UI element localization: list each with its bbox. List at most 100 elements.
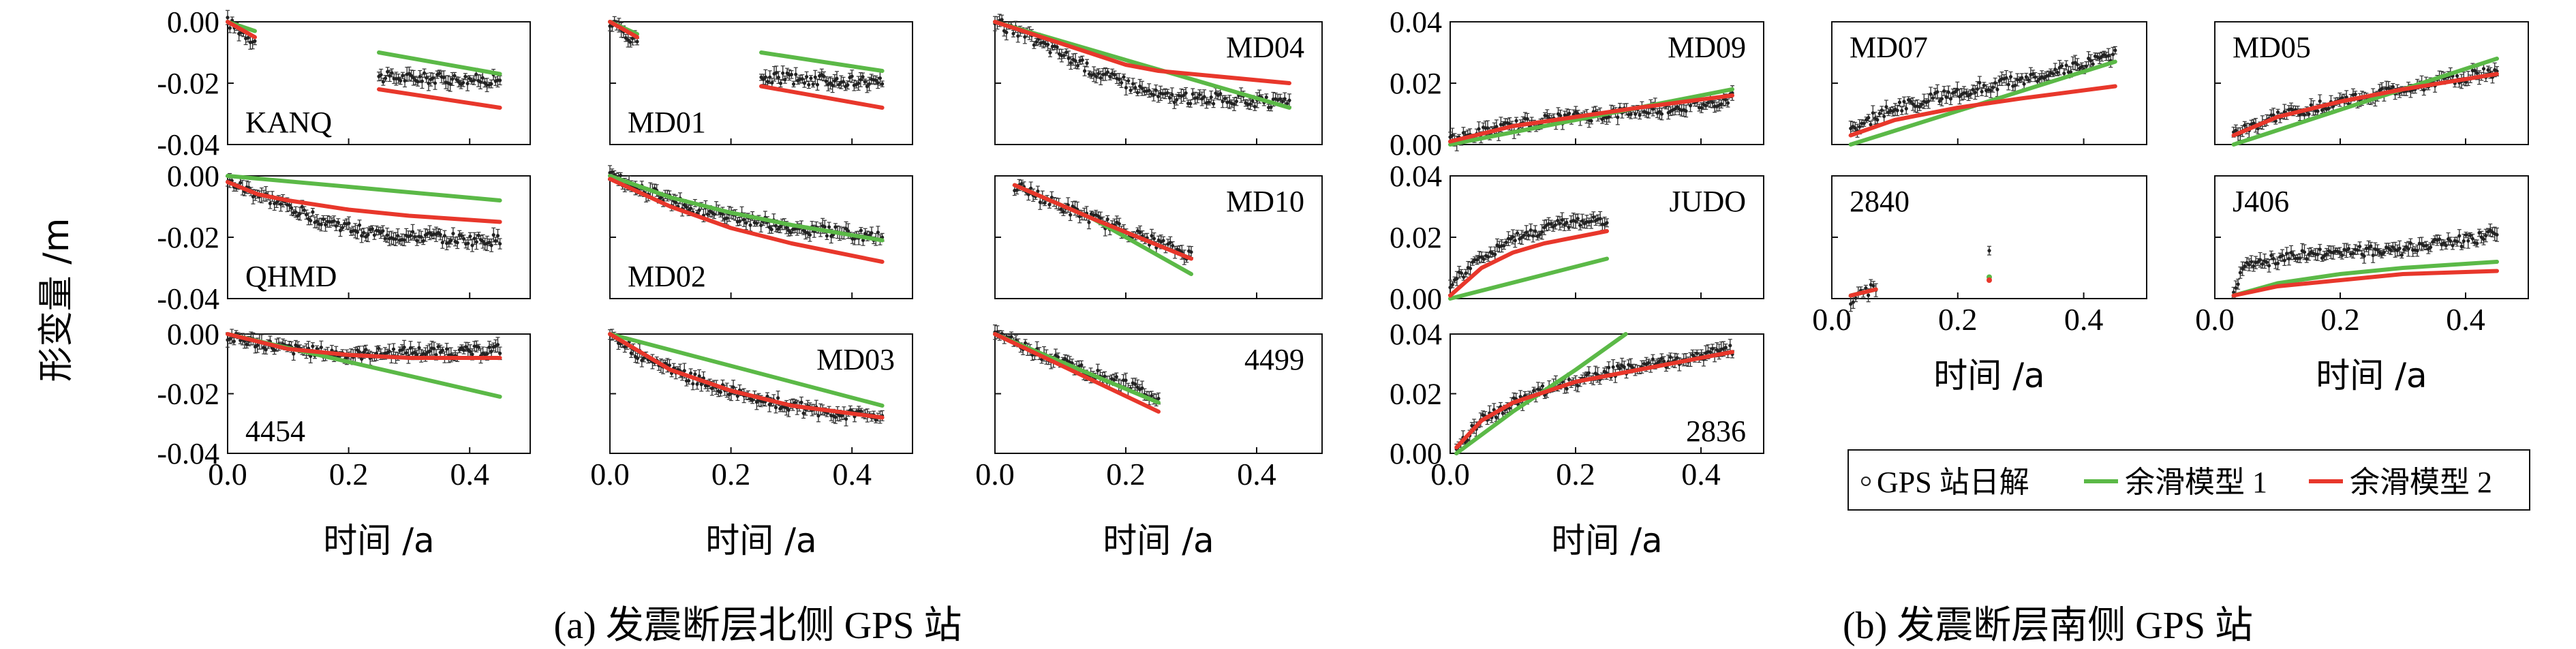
obs-point [781, 71, 785, 75]
obs-point [1069, 61, 1073, 65]
obs-point [1675, 105, 1679, 109]
obs-point [226, 16, 230, 20]
y-tick-label: 0.02 [1390, 378, 1442, 411]
obs-point [1574, 220, 1578, 224]
obs-point [296, 344, 300, 348]
obs-point [451, 231, 455, 236]
obs-point [1616, 115, 1620, 119]
obs-point [619, 173, 623, 178]
obs-point [1138, 230, 1142, 235]
obs-point [377, 346, 381, 350]
obs-point [1638, 113, 1642, 117]
x-tick-label: 0.4 [1237, 457, 1276, 492]
obs-point [784, 406, 788, 410]
obs-point [362, 350, 366, 354]
obs-point [1103, 72, 1107, 76]
y-tick-label: 0.00 [167, 160, 219, 193]
obs-point [1522, 233, 1527, 237]
obs-point [470, 352, 474, 357]
obs-point [1234, 100, 1238, 104]
obs-point [788, 230, 793, 235]
obs-point [1531, 389, 1536, 393]
obs-point [290, 206, 294, 210]
obs-point [1285, 102, 1289, 106]
obs-point [433, 81, 438, 85]
obs-point [1509, 237, 1513, 241]
model2-line [608, 20, 639, 40]
obs-point [1567, 225, 1571, 230]
obs-point [1047, 202, 1052, 207]
obs-point [340, 226, 345, 230]
obs-point [1156, 94, 1161, 99]
obs-series [1448, 211, 1609, 295]
obs-point [1553, 223, 1558, 227]
obs-point [776, 76, 780, 80]
obs-point [863, 80, 867, 84]
obs-point [476, 345, 480, 350]
obs-point [706, 212, 710, 217]
x-axis-title: 时间 /a [1551, 521, 1662, 560]
obs-point [783, 78, 787, 82]
obs-point [786, 408, 791, 412]
panel-kanq: 0.00 -0.02 -0.04 KANQ [157, 5, 531, 162]
obs-point [628, 40, 632, 44]
obs-point [800, 77, 804, 81]
obs-point [360, 357, 364, 361]
obs-point [463, 74, 467, 78]
obs-point [1023, 35, 1027, 39]
obs-point [1080, 58, 1084, 62]
obs-point [487, 345, 491, 349]
obs-point [1518, 395, 1522, 399]
obs-point [1468, 267, 1473, 271]
obs-point [1156, 396, 1161, 401]
obs-point [338, 228, 343, 232]
y-tick-label: 0.00 [167, 5, 219, 39]
obs-point [1584, 373, 1589, 377]
obs-point [1540, 384, 1545, 388]
obs-point [425, 76, 429, 80]
panel-title: MD02 [628, 260, 706, 293]
obs-point [1019, 182, 1024, 186]
model1-line [608, 332, 885, 408]
obs-point [1248, 102, 1253, 106]
obs-point [1099, 216, 1103, 220]
obs-point [1464, 271, 1468, 275]
x-tick-label: 0.2 [1556, 457, 1595, 492]
obs-point [455, 78, 459, 82]
obs-point [1067, 56, 1071, 60]
obs-point [773, 406, 778, 410]
obs-point [1073, 59, 1077, 63]
model1-line [226, 174, 502, 202]
obs-point [825, 234, 829, 238]
obs-point [298, 211, 302, 216]
obs-point [357, 350, 362, 354]
obs-point [1565, 387, 1569, 391]
obs-point [1461, 131, 1466, 135]
obs-point [1646, 111, 1651, 115]
model2-line [608, 177, 885, 264]
obs-point [815, 82, 820, 87]
obs-point [840, 414, 844, 418]
obs-point [697, 374, 701, 378]
panel-md04: MD04 [993, 14, 1323, 145]
obs-point [1059, 207, 1063, 211]
y-tick-label: -0.04 [157, 128, 219, 162]
obs-point [423, 71, 427, 75]
panel-4454: 0.0 0.2 0.4 0.00 -0.02 -0.04 时间 /a 4454 [157, 318, 531, 560]
obs-point [1450, 282, 1454, 287]
obs-point [1133, 85, 1137, 90]
obs-point [1657, 110, 1661, 114]
obs-point [1704, 104, 1708, 108]
obs-point [465, 81, 470, 86]
obs-point [850, 74, 854, 78]
x-tick-label: 0.2 [1106, 457, 1146, 492]
obs-point [1283, 97, 1287, 101]
obs-point [1462, 275, 1466, 280]
obs-point [1154, 88, 1158, 92]
obs-point [791, 82, 796, 86]
obs-point [256, 343, 260, 348]
obs-point [438, 71, 442, 76]
obs-point [324, 223, 328, 227]
obs-point [402, 238, 406, 242]
